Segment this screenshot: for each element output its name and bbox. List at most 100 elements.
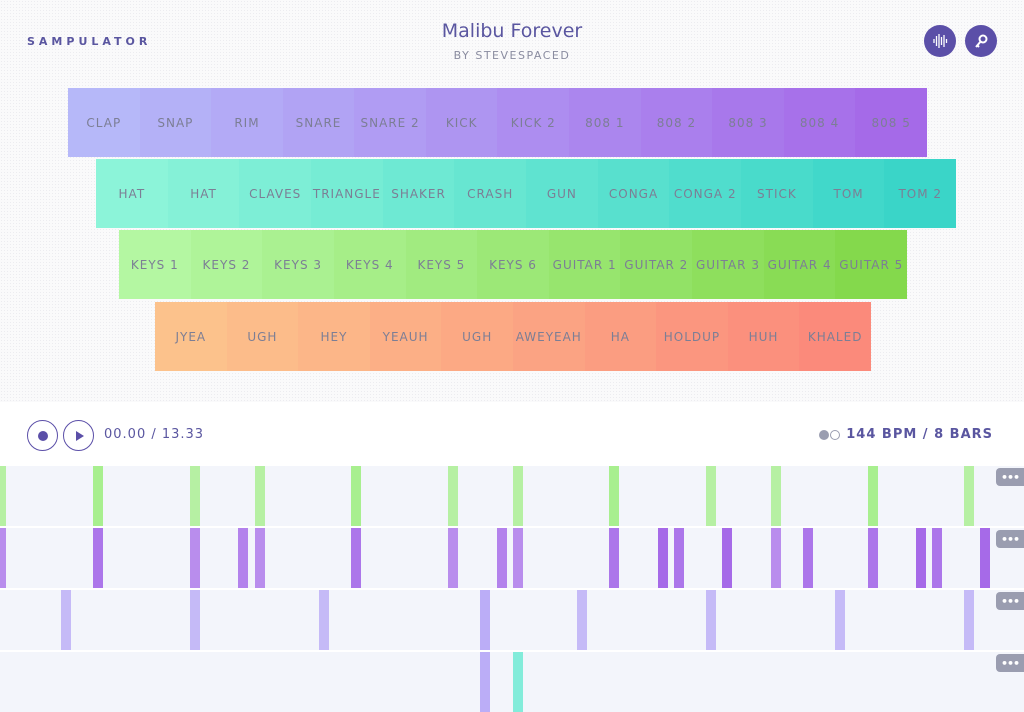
sample-pad[interactable]: GUN (526, 159, 598, 228)
sample-pad[interactable]: KEYS 6 (477, 230, 549, 299)
note-block[interactable] (512, 528, 523, 588)
sample-pad[interactable]: TRIANGLE (311, 159, 383, 228)
note-block[interactable] (706, 466, 717, 526)
sample-pad[interactable]: TOM (812, 159, 885, 228)
note-block[interactable] (93, 466, 104, 526)
sample-pad[interactable]: CLAP (68, 88, 140, 157)
sample-pad[interactable]: KEYS 5 (405, 230, 478, 299)
sample-pad[interactable]: JYEA (155, 302, 227, 371)
note-block[interactable] (448, 528, 459, 588)
play-button[interactable] (63, 420, 94, 451)
sequencer-track[interactable]: ••• (0, 466, 1024, 526)
note-block[interactable] (448, 466, 459, 526)
note-block[interactable] (673, 528, 684, 588)
record-button[interactable] (27, 420, 58, 451)
sequencer-track[interactable]: ••• (0, 652, 1024, 712)
note-block[interactable] (867, 466, 878, 526)
sample-pad[interactable]: KHALED (799, 302, 871, 371)
note-block[interactable] (770, 528, 781, 588)
note-block[interactable] (480, 590, 491, 650)
note-block[interactable] (835, 590, 846, 650)
sample-pad[interactable]: 808 3 (712, 88, 784, 157)
note-block[interactable] (964, 590, 975, 650)
sample-pad[interactable]: RIM (211, 88, 283, 157)
note-block[interactable] (964, 466, 975, 526)
sample-pad[interactable]: UGH (226, 302, 299, 371)
sample-pad[interactable]: 808 2 (640, 88, 713, 157)
note-block[interactable] (706, 590, 717, 650)
sample-pad[interactable]: CONGA (597, 159, 670, 228)
track-options-button[interactable]: ••• (996, 592, 1024, 610)
note-block[interactable] (0, 466, 6, 526)
sample-pad[interactable]: GUITAR 1 (548, 230, 621, 299)
note-block[interactable] (577, 590, 588, 650)
sequencer-track[interactable]: ••• (0, 590, 1024, 650)
sample-pad[interactable]: HAT (96, 159, 168, 228)
sample-pad[interactable]: KEYS 2 (190, 230, 263, 299)
sample-pad[interactable]: CRASH (454, 159, 527, 228)
note-block[interactable] (351, 466, 362, 526)
note-block[interactable] (932, 528, 943, 588)
note-block[interactable] (480, 652, 491, 712)
sample-pad[interactable]: HA (584, 302, 657, 371)
metronome-toggle[interactable] (819, 430, 840, 440)
sample-pad[interactable]: UGH (441, 302, 513, 371)
sample-pad[interactable]: GUITAR 5 (835, 230, 908, 299)
track-options-button[interactable]: ••• (996, 468, 1024, 486)
note-block[interactable] (254, 528, 265, 588)
sample-pad[interactable]: KICK (425, 88, 498, 157)
sample-pad[interactable]: GUITAR 4 (763, 230, 836, 299)
note-block[interactable] (609, 528, 620, 588)
sample-pad[interactable]: KEYS 4 (333, 230, 406, 299)
sample-pad[interactable]: SNARE 2 (354, 88, 426, 157)
note-block[interactable] (93, 528, 104, 588)
sample-pad[interactable]: HEY (298, 302, 370, 371)
note-block[interactable] (722, 528, 733, 588)
sample-pad[interactable]: HUH (727, 302, 800, 371)
sample-pad[interactable]: HAT (167, 159, 240, 228)
sample-pad[interactable]: AWEYEAH (512, 302, 585, 371)
note-block[interactable] (254, 466, 265, 526)
tempo-display: 144 BPM / 8 BARS (846, 427, 993, 442)
sample-pad[interactable]: HOLDUP (656, 302, 728, 371)
sample-pad[interactable]: YEAUH (369, 302, 442, 371)
note-block[interactable] (61, 590, 72, 650)
note-block[interactable] (657, 528, 668, 588)
sample-pad[interactable]: GUITAR 3 (692, 230, 764, 299)
sample-pad[interactable]: CLAVES (239, 159, 312, 228)
sample-pad[interactable]: 808 1 (569, 88, 641, 157)
note-block[interactable] (190, 590, 201, 650)
note-block[interactable] (190, 528, 201, 588)
note-block[interactable] (609, 466, 620, 526)
waveform-button[interactable] (924, 25, 956, 57)
note-block[interactable] (980, 528, 991, 588)
note-block[interactable] (351, 528, 362, 588)
sample-pad[interactable]: KEYS 1 (119, 230, 191, 299)
sample-pad[interactable]: 808 5 (855, 88, 927, 157)
note-block[interactable] (496, 528, 507, 588)
sample-pad[interactable]: SHAKER (382, 159, 455, 228)
sample-pad[interactable]: SNARE (282, 88, 355, 157)
sample-pad[interactable]: TOM 2 (884, 159, 957, 228)
sample-pad[interactable]: CONGA 2 (669, 159, 742, 228)
note-block[interactable] (0, 528, 6, 588)
key-button[interactable] (965, 25, 997, 57)
note-block[interactable] (803, 528, 813, 588)
note-block[interactable] (915, 528, 926, 588)
sample-pad[interactable]: SNAP (139, 88, 212, 157)
note-block[interactable] (867, 528, 878, 588)
sample-pad[interactable]: 808 4 (783, 88, 856, 157)
note-block[interactable] (238, 528, 249, 588)
sample-pad[interactable]: STICK (741, 159, 813, 228)
sample-pad[interactable]: GUITAR 2 (620, 230, 693, 299)
note-block[interactable] (512, 652, 523, 712)
note-block[interactable] (512, 466, 523, 526)
sample-pad[interactable]: KICK 2 (497, 88, 570, 157)
track-options-button[interactable]: ••• (996, 654, 1024, 672)
sequencer-track[interactable]: ••• (0, 528, 1024, 588)
sample-pad[interactable]: KEYS 3 (262, 230, 334, 299)
track-options-button[interactable]: ••• (996, 530, 1024, 548)
note-block[interactable] (190, 466, 201, 526)
note-block[interactable] (770, 466, 781, 526)
note-block[interactable] (319, 590, 330, 650)
